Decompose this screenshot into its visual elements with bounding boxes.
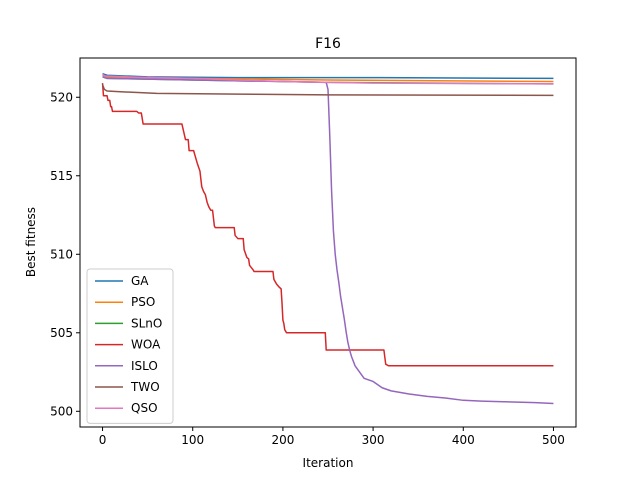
legend-label-islo: ISLO — [131, 359, 158, 373]
x-tick-label: 500 — [542, 433, 565, 447]
x-tick-label: 100 — [181, 433, 204, 447]
y-axis: 500 505 510 515 520 — [50, 90, 80, 418]
series-line-woa — [101, 83, 554, 367]
legend-label-ga: GA — [131, 274, 149, 288]
series-line-ga — [102, 72, 554, 80]
y-tick-label: 510 — [50, 247, 73, 261]
legend-box — [86, 268, 174, 424]
y-axis-label: Best fitness — [24, 207, 38, 277]
series-line-qso — [102, 73, 554, 85]
series-line-islo — [102, 76, 554, 405]
legend-label-two: TWO — [130, 380, 160, 394]
legend-label-slno: SLnO — [131, 316, 162, 330]
chart-title: F16 — [315, 36, 341, 52]
series-layer — [101, 72, 554, 405]
y-tick-label: 520 — [50, 90, 73, 104]
legend-label-woa: WOA — [131, 338, 161, 352]
y-tick-label: 505 — [50, 326, 73, 340]
x-tick-label: 400 — [452, 433, 475, 447]
y-tick-label: 515 — [50, 169, 73, 183]
legend-label-qso: QSO — [131, 401, 158, 415]
legend-label-pso: PSO — [131, 295, 155, 309]
x-tick-label: 0 — [99, 433, 107, 447]
plot-frame — [79, 57, 577, 428]
x-tick-label: 300 — [362, 433, 385, 447]
series-line-two — [101, 84, 554, 97]
x-axis: 0 100 200 300 400 500 — [99, 427, 565, 447]
y-tick-label: 500 — [50, 404, 73, 418]
x-axis-label: Iteration — [303, 456, 354, 470]
x-tick-label: 200 — [271, 433, 294, 447]
legend: GA PSO SLnO WOA ISLO TWO QSO — [86, 268, 174, 424]
